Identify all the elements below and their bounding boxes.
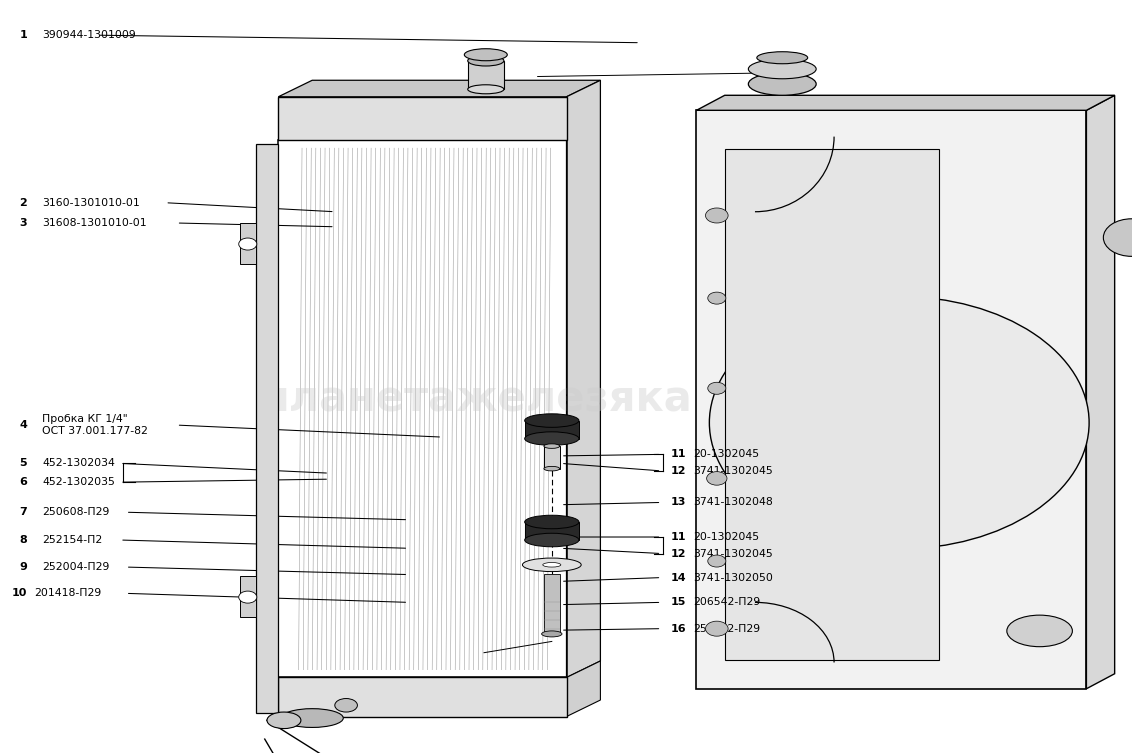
Text: 6: 6 <box>19 477 27 487</box>
Text: 12: 12 <box>671 466 685 476</box>
Text: 3741-1302045: 3741-1302045 <box>693 549 773 559</box>
Polygon shape <box>1087 95 1115 688</box>
Text: 9: 9 <box>19 562 27 572</box>
Text: 8: 8 <box>19 535 27 545</box>
Text: 31608-1301010-01: 31608-1301010-01 <box>42 218 146 228</box>
Ellipse shape <box>543 562 561 567</box>
Text: 20-1302045: 20-1302045 <box>693 449 759 459</box>
Text: 14: 14 <box>671 572 687 583</box>
Text: 452-1302034: 452-1302034 <box>42 458 114 468</box>
Bar <box>256 144 279 713</box>
Text: 3741-1302050: 3741-1302050 <box>693 572 773 583</box>
Text: 390944-1301009: 390944-1301009 <box>42 30 136 40</box>
Bar <box>468 61 504 89</box>
Ellipse shape <box>749 60 816 78</box>
Bar <box>544 446 560 469</box>
Bar <box>279 678 566 716</box>
Text: 12: 12 <box>671 549 685 559</box>
Circle shape <box>708 555 726 567</box>
Ellipse shape <box>267 712 301 728</box>
Text: планетажелезяка: планетажелезяка <box>261 379 692 421</box>
Ellipse shape <box>465 49 508 61</box>
Text: 13: 13 <box>671 498 685 507</box>
Circle shape <box>239 238 257 250</box>
Bar <box>240 576 256 618</box>
Circle shape <box>1104 219 1133 256</box>
Text: Пробка КГ 1/4"
ОСТ 37.001.177-82: Пробка КГ 1/4" ОСТ 37.001.177-82 <box>42 414 148 436</box>
Ellipse shape <box>749 72 816 95</box>
Polygon shape <box>566 80 600 678</box>
Text: 250608-П29: 250608-П29 <box>42 507 110 517</box>
Text: 258252-П29: 258252-П29 <box>693 624 760 633</box>
Circle shape <box>708 382 726 394</box>
Text: 5: 5 <box>19 458 27 468</box>
Text: 15: 15 <box>671 597 685 608</box>
Text: 4: 4 <box>19 420 27 430</box>
Ellipse shape <box>522 558 581 572</box>
Ellipse shape <box>525 414 579 428</box>
Ellipse shape <box>281 709 343 728</box>
Ellipse shape <box>335 698 357 712</box>
Text: 452-1302035: 452-1302035 <box>42 477 114 487</box>
Bar <box>279 97 566 140</box>
Text: 10: 10 <box>11 588 27 599</box>
Bar <box>544 574 560 634</box>
Text: 3: 3 <box>19 218 27 228</box>
Ellipse shape <box>1007 615 1073 647</box>
Circle shape <box>239 591 257 603</box>
Bar <box>697 110 1087 688</box>
Bar <box>240 223 256 265</box>
Ellipse shape <box>544 444 560 449</box>
Text: 2: 2 <box>19 198 27 207</box>
Circle shape <box>709 296 1089 549</box>
Ellipse shape <box>525 515 579 529</box>
Bar <box>725 149 939 661</box>
Ellipse shape <box>544 467 560 471</box>
Bar <box>279 140 566 678</box>
Text: 7: 7 <box>19 507 27 517</box>
Circle shape <box>708 292 726 304</box>
Text: 16: 16 <box>671 624 687 633</box>
Polygon shape <box>566 661 600 716</box>
Polygon shape <box>279 80 600 97</box>
Ellipse shape <box>468 56 504 66</box>
Text: 252154-П2: 252154-П2 <box>42 535 102 545</box>
Ellipse shape <box>757 52 808 64</box>
Text: 252004-П29: 252004-П29 <box>42 562 110 572</box>
Circle shape <box>707 472 727 485</box>
Circle shape <box>706 621 729 636</box>
Text: 206542-П29: 206542-П29 <box>693 597 760 608</box>
Text: 11: 11 <box>671 449 685 459</box>
Ellipse shape <box>525 533 579 547</box>
Text: 11: 11 <box>671 532 685 542</box>
Text: 20-1302045: 20-1302045 <box>693 532 759 542</box>
Circle shape <box>706 208 729 223</box>
Ellipse shape <box>525 432 579 446</box>
Ellipse shape <box>468 84 504 93</box>
Text: 3741-1302048: 3741-1302048 <box>693 498 773 507</box>
Text: 3160-1301010-01: 3160-1301010-01 <box>42 198 139 207</box>
Polygon shape <box>697 95 1115 110</box>
Text: 201418-П29: 201418-П29 <box>34 588 102 599</box>
Bar <box>525 421 579 439</box>
Text: 1: 1 <box>19 30 27 40</box>
Text: 3741-1302045: 3741-1302045 <box>693 466 773 476</box>
Bar <box>525 522 579 540</box>
Ellipse shape <box>542 631 562 637</box>
